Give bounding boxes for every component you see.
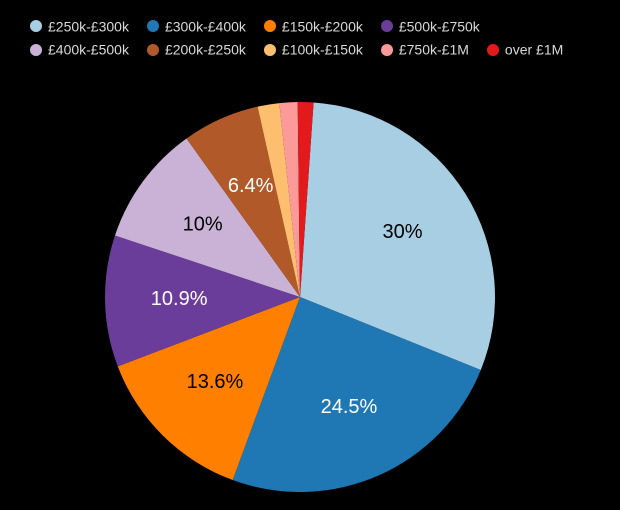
legend-swatch [487,44,499,56]
slice-percent-label: 6.4% [228,174,274,196]
legend-label: £150k-£200k [282,18,363,34]
legend-label: £200k-£250k [165,42,246,58]
legend-swatch [30,20,42,32]
slice-percent-label: 24.5% [321,395,378,417]
legend-label: £100k-£150k [282,42,363,58]
legend-label: £250k-£300k [48,18,129,34]
legend-swatch [381,20,393,32]
legend-label: £750k-£1M [399,42,469,58]
legend-swatch [147,20,159,32]
legend-item: £200k-£250k [147,37,246,60]
slice-percent-label: 13.6% [187,371,244,393]
legend-label: over £1M [505,42,563,58]
slice-percent-label: 10.9% [151,287,208,309]
legend-label: £300k-£400k [165,18,246,34]
legend-item: £400k-£500k [30,37,129,60]
legend-item: over £1M [487,37,563,60]
legend-label: £400k-£500k [48,42,129,58]
legend-item: £750k-£1M [381,37,469,60]
legend-swatch [264,20,276,32]
slice-percent-label: 30% [383,221,423,243]
legend-item: £300k-£400k [147,14,246,37]
legend-swatch [264,44,276,56]
pie-chart: 30% 24.5% 13.6% 10.9% 10%6.4% [0,67,620,507]
legend: £250k-£300k £300k-£400k £150k-£200k £500k-£… [0,0,620,67]
legend-item: £100k-£150k [264,37,363,60]
legend-swatch [30,44,42,56]
legend-item: £150k-£200k [264,14,363,37]
legend-swatch [381,44,393,56]
legend-item: £250k-£300k [30,14,129,37]
legend-label: £500k-£750k [399,18,480,34]
legend-swatch [147,44,159,56]
legend-item: £500k-£750k [381,14,480,37]
slice-percent-label: 10% [183,213,223,235]
